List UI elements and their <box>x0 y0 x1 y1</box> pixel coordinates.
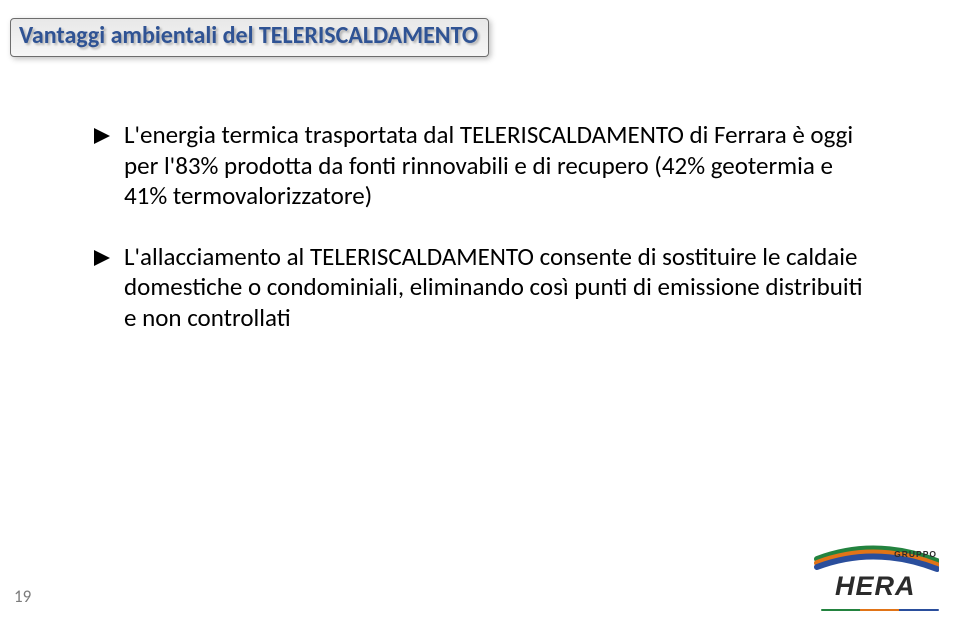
page-number: 19 <box>14 586 31 607</box>
bullet-text: L'allacciamento al TELERISCALDAMENTO con… <box>124 242 872 334</box>
brand-logo: GRUPPO HERA <box>813 545 939 607</box>
title-box: Vantaggi ambientali del TELERISCALDAMENT… <box>10 18 489 57</box>
logo-gruppo-text: GRUPPO <box>894 549 937 559</box>
bullet-item: L'allacciamento al TELERISCALDAMENTO con… <box>92 242 872 334</box>
bullet-item: L'energia termica trasportata dal TELERI… <box>92 120 872 212</box>
bullet-text: L'energia termica trasportata dal TELERI… <box>124 120 872 212</box>
slide-title: Vantaggi ambientali del TELERISCALDAMENT… <box>19 21 478 50</box>
logo-brand-text: HERA <box>835 571 916 601</box>
bullet-arrow-icon <box>92 126 118 146</box>
bullet-arrow-icon <box>92 248 118 268</box>
logo-underline <box>821 609 939 611</box>
slide-body: L'energia termica trasportata dal TELERI… <box>92 120 872 363</box>
